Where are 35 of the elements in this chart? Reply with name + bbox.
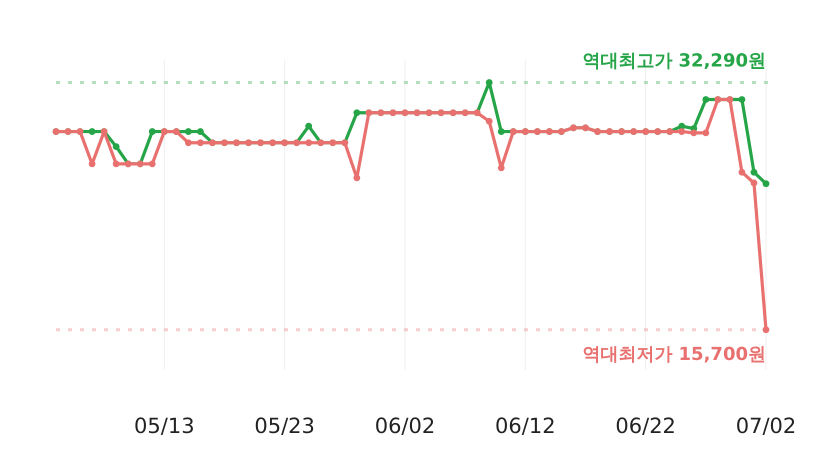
point <box>702 96 710 103</box>
x-tick-label: 05/23 <box>254 414 315 438</box>
point <box>353 174 360 182</box>
ref-line-label: 역대최저가 15,700원 <box>582 344 766 365</box>
point <box>197 139 204 146</box>
point <box>750 180 758 186</box>
point <box>148 128 156 135</box>
point <box>738 96 746 103</box>
x-tick-label: 06/22 <box>615 414 676 438</box>
point <box>690 129 698 136</box>
point <box>678 128 686 135</box>
point <box>702 129 710 136</box>
point <box>750 168 758 176</box>
point <box>738 168 746 176</box>
point <box>148 160 156 168</box>
point <box>112 143 120 150</box>
point <box>184 139 192 146</box>
point <box>305 139 312 146</box>
point <box>762 180 770 188</box>
point <box>112 160 120 168</box>
point <box>197 128 204 135</box>
x-tick-label: 05/13 <box>134 414 195 438</box>
point <box>88 128 96 135</box>
point <box>486 118 493 125</box>
point <box>762 326 770 334</box>
point <box>498 128 505 135</box>
x-tick-label: 06/02 <box>374 414 436 438</box>
point <box>184 128 192 135</box>
point <box>486 79 493 86</box>
ref-line-label: 역대최고가 32,290원 <box>582 50 766 72</box>
point <box>498 164 505 172</box>
point <box>353 109 360 116</box>
x-tick-label: 06/12 <box>495 414 556 438</box>
x-tick-label: 07/02 <box>736 414 796 438</box>
point <box>305 122 312 130</box>
